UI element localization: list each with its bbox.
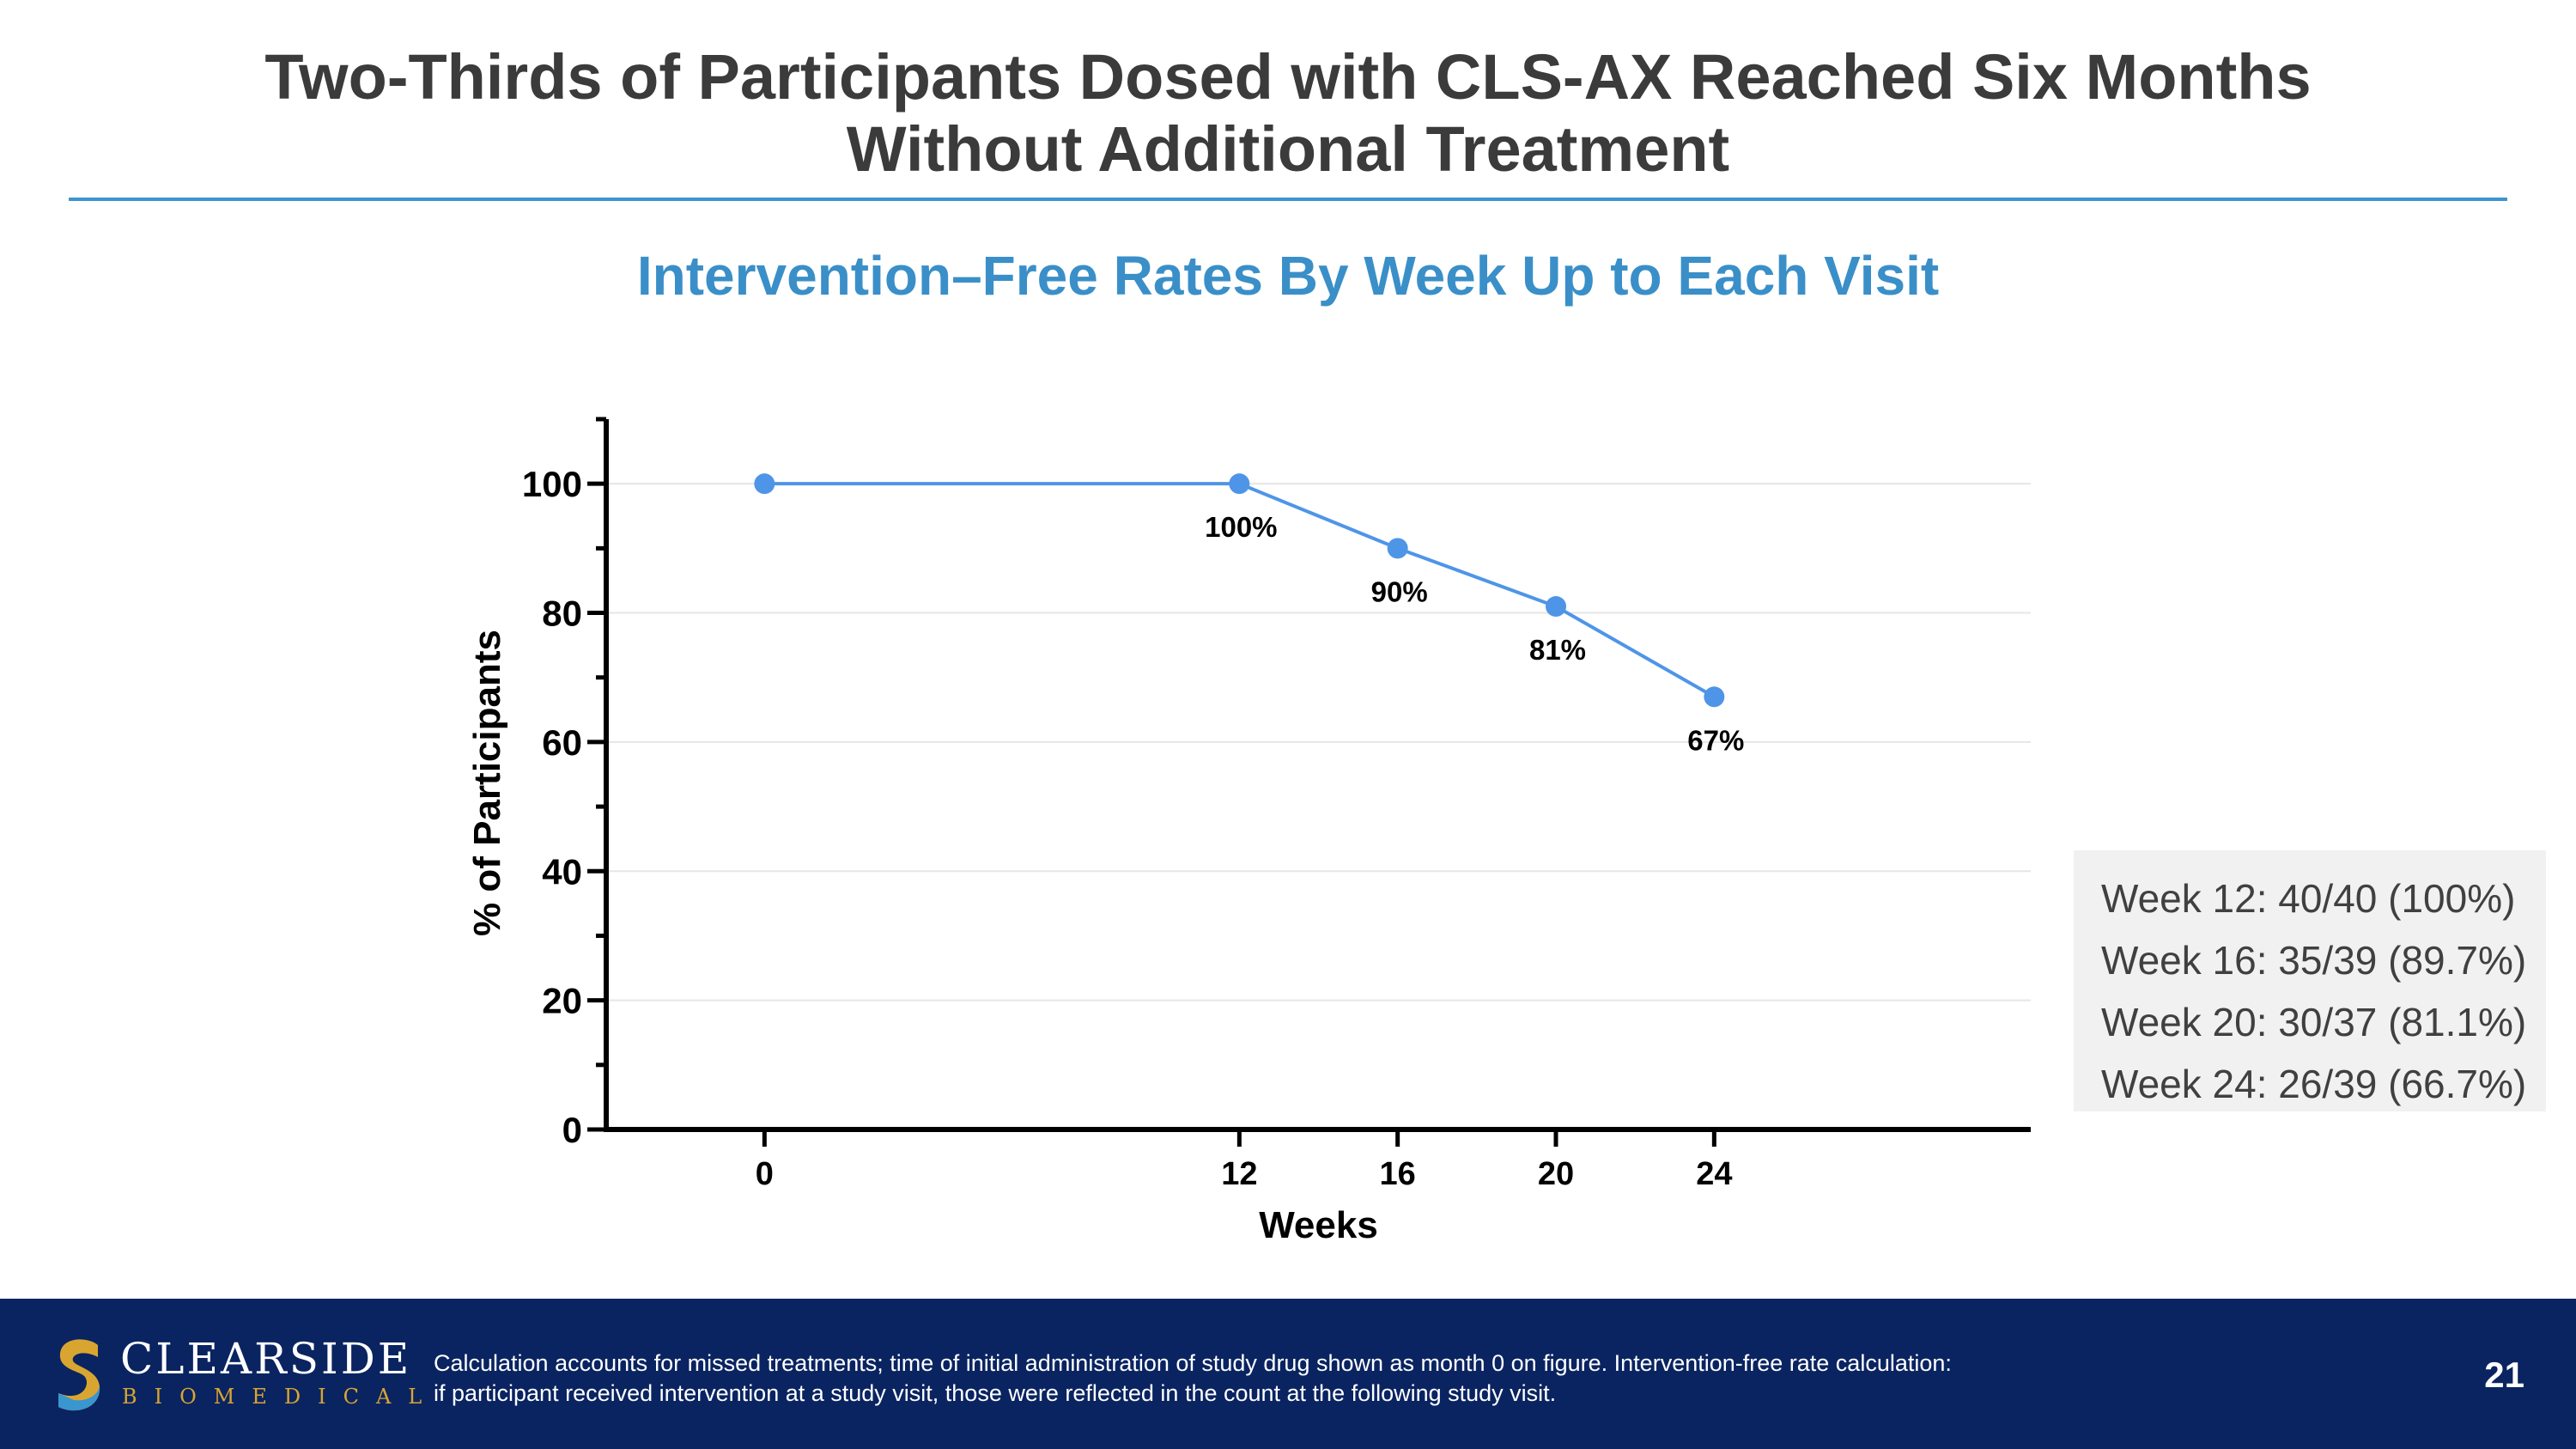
y-tick-label-0: 0: [562, 1110, 582, 1150]
chart-title: Intervention–Free Rates By Week Up to Ea…: [636, 245, 1940, 307]
data-point-week-0: [754, 473, 775, 495]
stats-row-week-16: Week 16: 35/39 (89.7%): [2101, 938, 2527, 983]
data-point-week-12: [1229, 473, 1250, 495]
slide-title-line-2: Without Additional Treatment: [846, 113, 1730, 185]
logo-name: CLEARSIDE: [120, 1334, 412, 1384]
footnote-line-2: if participant received intervention at …: [434, 1380, 1557, 1406]
stats-row-week-20: Week 20: 30/37 (81.1%): [2101, 1000, 2527, 1044]
data-label-week-16: 90%: [1371, 575, 1428, 607]
x-tick-label-24: 24: [1696, 1156, 1732, 1192]
x-tick-label-20: 20: [1538, 1156, 1574, 1192]
y-tick-label-60: 60: [542, 722, 582, 763]
y-tick-label-80: 80: [542, 594, 582, 634]
data-label-week-12: 100%: [1205, 511, 1277, 543]
stats-row-week-24: Week 24: 26/39 (66.7%): [2101, 1062, 2527, 1106]
slide-title: Two-Thirds of Participants Dosed with CL…: [0, 41, 2576, 186]
logo-subtitle: BIOMEDICAL: [122, 1385, 440, 1409]
x-tick-label-16: 16: [1380, 1156, 1416, 1192]
y-tick-label-20: 20: [542, 981, 582, 1021]
y-axis-label: % of Participants: [466, 630, 508, 936]
x-axis-label: Weeks: [1259, 1204, 1378, 1246]
stats-row-week-12: Week 12: 40/40 (100%): [2101, 876, 2516, 921]
data-point-week-20: [1546, 596, 1566, 618]
y-tick-label-100: 100: [522, 464, 582, 504]
footer-bar: CLEARSIDE BIOMEDICAL Calculation account…: [0, 1299, 2576, 1449]
title-divider: [69, 198, 2507, 201]
x-tick-label-12: 12: [1221, 1156, 1257, 1192]
stats-box: Week 12: 40/40 (100%) Week 16: 35/39 (89…: [2074, 850, 2546, 1111]
footnote: Calculation accounts for missed treatmen…: [434, 1349, 2409, 1409]
slide-title-line-1: Two-Thirds of Participants Dosed with CL…: [264, 41, 2312, 113]
line-chart: 0 20 40 60 80 100 0 12 16 20 24 Weeks % of Participa…: [466, 417, 2031, 1246]
clearside-logo: CLEARSIDE BIOMEDICAL: [53, 1333, 422, 1419]
page-number: 21: [2484, 1355, 2524, 1395]
data-point-week-24: [1704, 686, 1725, 708]
data-label-week-20: 81%: [1529, 634, 1586, 666]
data-label-week-24: 67%: [1687, 724, 1744, 756]
data-point-week-16: [1387, 538, 1408, 559]
x-tick-label-0: 0: [756, 1156, 774, 1192]
clearside-s-icon: [58, 1339, 100, 1411]
footnote-line-1: Calculation accounts for missed treatmen…: [434, 1350, 1952, 1376]
y-tick-label-40: 40: [542, 851, 582, 892]
